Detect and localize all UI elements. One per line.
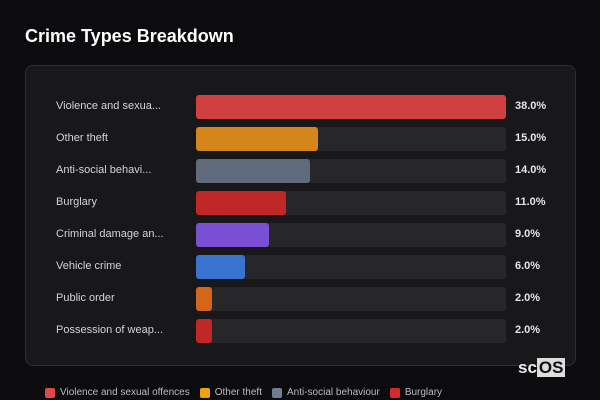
value-label: 11.0%: [515, 196, 546, 208]
chart-card: Violence and sexua... 38.0% Other theft 1…: [25, 65, 576, 366]
bar-row: Public order 2.0%: [26, 287, 575, 311]
bar-track: [196, 319, 506, 343]
category-label: Violence and sexua...: [56, 100, 161, 112]
bar: [196, 159, 311, 183]
value-label: 2.0%: [515, 324, 541, 336]
logo: sc OS: [518, 358, 566, 378]
value-label: 15.0%: [515, 132, 547, 144]
legend: Violence and sexual offences Other theft A…: [45, 387, 442, 398]
value-label: 38.0%: [515, 100, 547, 112]
legend-item[interactable]: Other theft: [199, 387, 262, 398]
bar-track: [196, 255, 506, 279]
bar: [196, 255, 245, 279]
category-label: Other theft: [56, 132, 108, 144]
legend-swatch: [271, 387, 282, 398]
bar: [196, 95, 506, 119]
category-label: Burglary: [56, 196, 97, 208]
bar: [196, 223, 270, 247]
value-label: 2.0%: [515, 292, 541, 304]
value-label: 9.0%: [515, 228, 541, 240]
value-label: 14.0%: [515, 164, 547, 176]
bar-row: Burglary 11.0%: [26, 191, 575, 215]
bar-row: Vehicle crime 6.0%: [26, 255, 575, 279]
legend-swatch: [199, 387, 210, 398]
legend-item[interactable]: Violence and sexual offences: [45, 387, 190, 398]
value-label: 6.0%: [515, 260, 541, 272]
bar-track: [196, 127, 506, 151]
category-label: Possession of weap...: [56, 324, 164, 336]
bar-track: [196, 159, 506, 183]
legend-label: Anti-social behaviour: [286, 387, 380, 398]
bar-track: [196, 191, 506, 215]
legend-label: Burglary: [404, 387, 443, 398]
bar-track: [196, 223, 506, 247]
legend-item[interactable]: Anti-social behaviour: [271, 387, 380, 398]
bar-row: Criminal damage an... 9.0%: [26, 223, 575, 247]
bar-row: Possession of weap... 2.0%: [26, 319, 575, 343]
chart-title: Crime Types Breakdown: [25, 26, 234, 46]
bar-row: Other theft 15.0%: [26, 127, 575, 151]
bar: [196, 319, 213, 343]
logo-text-a: sc: [518, 358, 537, 377]
category-label: Anti-social behavi...: [56, 164, 152, 176]
logo-text-b: OS: [536, 358, 566, 377]
bar: [196, 191, 286, 215]
legend-label: Other theft: [214, 387, 262, 398]
bar-row: Violence and sexua... 38.0%: [26, 95, 575, 119]
category-label: Vehicle crime: [56, 260, 122, 272]
legend-item[interactable]: Burglary: [389, 387, 443, 398]
bar-track: [196, 95, 506, 119]
bar-track: [196, 287, 506, 311]
legend-swatch: [389, 387, 400, 398]
legend-swatch: [45, 387, 55, 398]
bar: [196, 287, 213, 311]
legend-label: Violence and sexual offences: [60, 387, 190, 398]
bar: [196, 127, 319, 151]
bar-row: Anti-social behavi... 14.0%: [26, 159, 575, 183]
category-label: Public order: [56, 292, 115, 304]
category-label: Criminal damage an...: [56, 228, 164, 240]
